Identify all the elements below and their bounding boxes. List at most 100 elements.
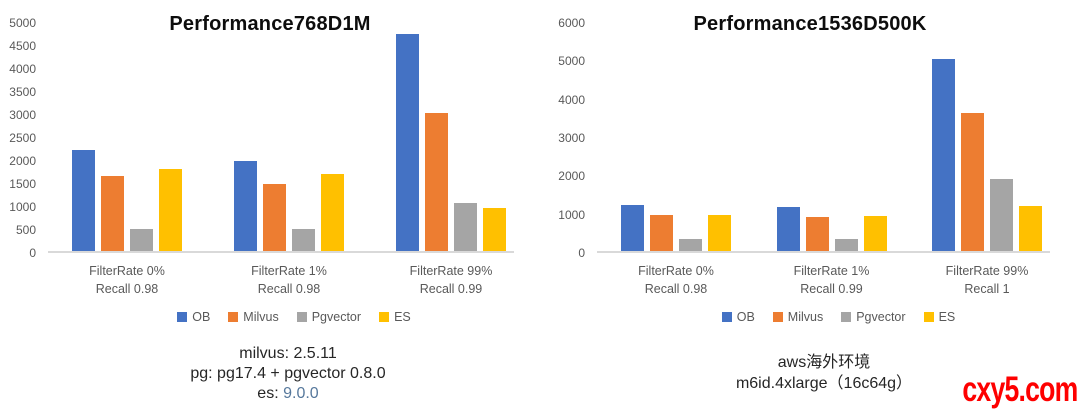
legend-label: OB [736,310,755,324]
legend-item-es: ES [923,310,955,324]
category-label: FilterRate 99% Recall 1 [932,262,1042,298]
bar-milvus [263,184,286,251]
bar-group [776,23,887,251]
bar-milvus [425,113,448,251]
legend-item-ob: OB [721,310,755,324]
y-axis-tick-label: 3000 [558,131,585,145]
category-label-line: Recall 0.98 [257,282,321,296]
bar-es [1019,206,1042,251]
bar-es [708,214,731,251]
legend-swatch-es [923,312,934,322]
legend-item-pgvector: Pgvector [841,310,906,324]
bar-es [321,173,344,251]
bar-group [72,23,182,251]
legend-swatch-ob [721,312,732,322]
footnote-instance-type: m6id.4xlarge（16c64g） [735,375,913,392]
category-label-line: FilterRate 99% [409,264,493,278]
category-label: FilterRate 0% Recall 0.98 [72,262,182,298]
legend-label: OB [192,310,211,324]
legend-swatch-milvus [772,312,783,322]
category-label-line: FilterRate 0% [89,264,165,278]
y-axis-tick-label: 500 [15,223,36,237]
footnote-right-environment: aws海外环境 m6id.4xlarge（16c64g） [554,352,1080,394]
legend-item-ob: OB [177,310,210,324]
legend-item-es: ES [379,310,411,324]
footnote-es-version: es: 9.0.0 [18,384,558,404]
bar-ob [234,161,257,251]
plot-area [48,23,514,253]
legend-swatch-pgvector [296,312,307,322]
legend-item-milvus: Milvus [228,310,279,324]
bar-es [159,169,182,251]
footnote-aws-environment: aws海外环境 [777,354,871,371]
y-axis-tick-label: 1000 [558,207,585,222]
plot-area [597,23,1050,253]
bar-group [234,23,344,251]
legend-swatch-pgvector [841,312,852,322]
bar-pgvector [679,238,702,251]
category-label-line: Recall 0.98 [644,282,708,296]
bar-ob [72,149,95,251]
bar-ob [932,59,955,251]
y-axis-tick-label: 6000 [558,16,585,30]
bar-ob [621,205,644,251]
bar-pgvector [454,202,477,251]
legend: OB Milvus Pgvector ES [48,310,540,324]
y-axis-tick-label: 2500 [9,131,36,145]
y-axis: 0 1000 2000 3000 4000 5000 6000 [540,16,597,260]
category-label-line: Recall 1 [964,282,1010,296]
legend-item-pgvector: Pgvector [296,310,362,324]
y-axis-tick-label: 2000 [9,154,36,168]
bar-milvus [961,113,984,251]
chart-title: Performance768D1M [169,13,371,35]
y-axis-tick-label: 4500 [9,39,36,53]
legend-label: Pgvector [856,310,906,324]
legend-label: Milvus [243,310,279,324]
category-label-line: Recall 0.99 [800,282,863,296]
bar-pgvector [834,238,858,251]
footnote-pg-version: pg: pg17.4 + pgvector 0.8.0 [190,365,386,382]
bar-es [863,216,887,251]
category-label-line: FilterRate 1% [251,264,327,278]
category-label-line: FilterRate 99% [945,264,1029,278]
bar-pgvector [990,179,1013,251]
legend-swatch-es [379,312,390,322]
chart-title: Performance1536D500K [693,13,927,35]
footnote-left-versions: milvus: 2.5.11 pg: pg17.4 + pgvector 0.8… [18,344,558,404]
y-axis-tick-label: 1500 [9,177,36,191]
category-label-line: Recall 0.99 [419,282,483,296]
watermark-cxy5: cxy5.com [962,370,1079,409]
category-label: FilterRate 1% Recall 0.99 [777,262,887,298]
bar-group [396,23,506,251]
chart-panel-performance768d1m: Performance768D1M 0 500 1000 1500 2000 2500 300… [0,0,540,336]
y-axis-tick-label: 5000 [9,16,36,30]
legend-label: Pgvector [311,310,362,324]
footnote-es-prefix: es: [257,385,284,402]
chart-panel-performance1536d500k: Performance1536D500K 0 1000 2000 3000 4000 500… [540,0,1080,336]
category-label-line: FilterRate 0% [638,264,714,278]
bar-milvus [101,175,124,251]
bar-group [932,23,1042,251]
category-label: FilterRate 1% Recall 0.98 [234,262,344,298]
legend-swatch-milvus [228,312,239,322]
category-label-line: Recall 0.98 [95,282,159,296]
legend-swatch-ob [177,312,188,322]
legend-label: Milvus [787,310,824,324]
bar-group [621,23,731,251]
y-axis-tick-label: 2000 [558,169,585,184]
y-axis-tick-label: 4000 [9,62,36,76]
y-axis-tick-label: 5000 [558,54,585,69]
bar-ob [776,206,800,251]
y-axis-tick-label: 0 [578,246,585,260]
y-axis-tick-label: 0 [29,246,36,260]
legend: OB Milvus Pgvector ES [597,310,1080,324]
category-label: FilterRate 99% Recall 0.99 [396,262,506,298]
y-axis: 0 500 1000 1500 2000 2500 3000 3500 4000 4500 5000 [0,16,48,260]
bar-ob [396,33,419,251]
bar-pgvector [292,229,315,251]
bar-pgvector [130,229,153,251]
footnote-milvus-version: milvus: 2.5.11 [239,345,337,362]
bar-milvus [805,216,829,251]
y-axis-tick-label: 1000 [9,200,36,214]
